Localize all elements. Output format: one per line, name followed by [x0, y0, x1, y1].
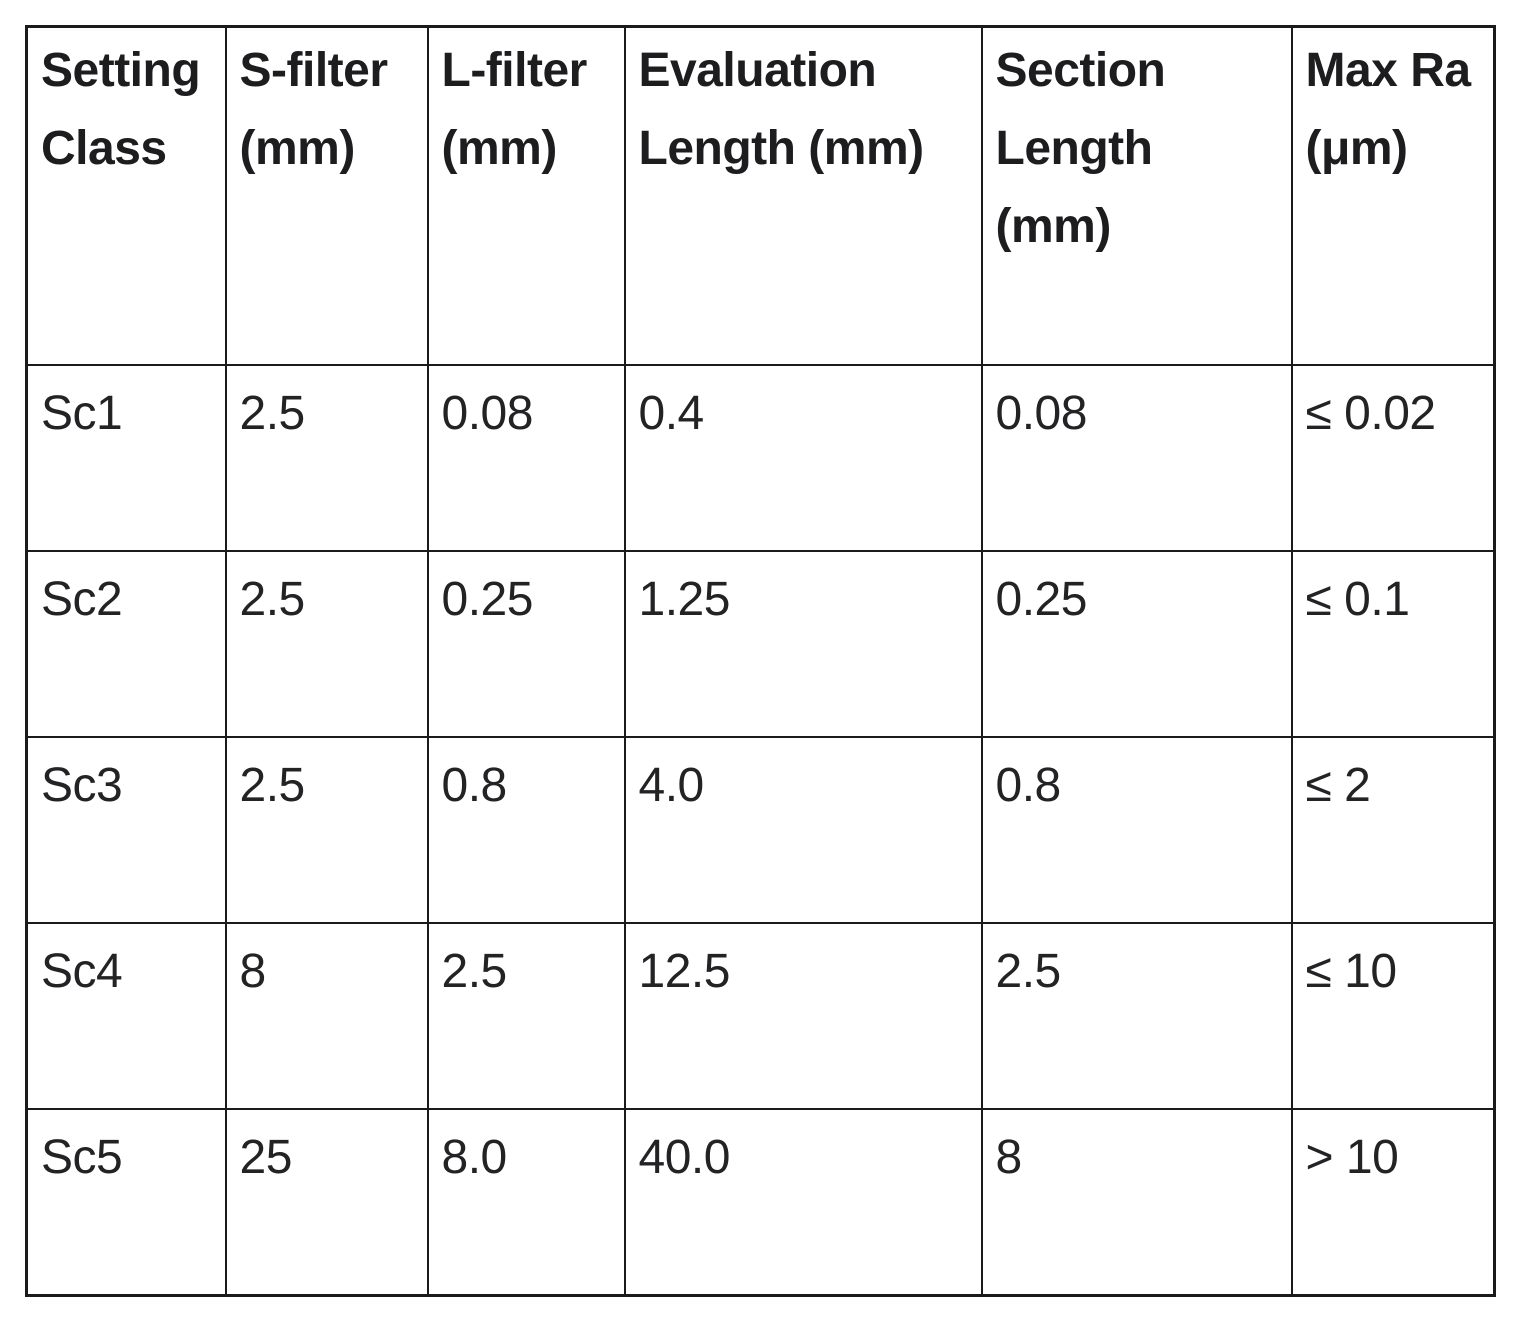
header-section-length-label: Section Length (mm): [995, 44, 1166, 253]
table-cell: 0.25: [980, 550, 1293, 738]
table-cell: 0.8: [980, 736, 1293, 924]
row-label: Sc4: [25, 922, 227, 1110]
header-s-filter: S-filter (mm): [224, 25, 429, 366]
header-row: Setting Class S-filter (mm) L-filter (mm…: [25, 25, 1496, 366]
table-row-sc4: Sc4 8 2.5 12.5 2.5 ≤ 10: [25, 922, 1496, 1110]
table-cell: 0.4: [623, 364, 983, 552]
table-cell: 2.5: [980, 922, 1293, 1110]
table-cell: 8: [980, 1108, 1293, 1297]
header-max-ra: Max Ra (μm): [1290, 25, 1496, 366]
row-label: Sc3: [25, 736, 227, 924]
table-cell: 0.8: [426, 736, 626, 924]
setting-class-table-container: Setting Class S-filter (mm) L-filter (mm…: [25, 25, 1496, 1297]
header-l-filter: L-filter (mm): [426, 25, 626, 366]
table-cell: 2.5: [224, 550, 429, 738]
table-cell: ≤ 0.02: [1290, 364, 1496, 552]
table-row-sc1: Sc1 2.5 0.08 0.4 0.08 ≤ 0.02: [25, 364, 1496, 552]
row-label: Sc1: [25, 364, 227, 552]
table-cell: 40.0: [623, 1108, 983, 1297]
table-cell: ≤ 10: [1290, 922, 1496, 1110]
table-cell: 0.25: [426, 550, 626, 738]
table-cell: 1.25: [623, 550, 983, 738]
table-cell: 8: [224, 922, 429, 1110]
table-row-sc2: Sc2 2.5 0.25 1.25 0.25 ≤ 0.1: [25, 550, 1496, 738]
table-cell: > 10: [1290, 1108, 1496, 1297]
table-cell: 2.5: [426, 922, 626, 1110]
header-section-length: Section Length (mm): [980, 25, 1293, 366]
table-cell: 8.0: [426, 1108, 626, 1297]
table-cell: 12.5: [623, 922, 983, 1110]
table-cell: 2.5: [224, 736, 429, 924]
table-cell: 4.0: [623, 736, 983, 924]
row-label: Sc2: [25, 550, 227, 738]
table-cell: ≤ 0.1: [1290, 550, 1496, 738]
table-cell: 0.08: [980, 364, 1293, 552]
header-evaluation-length: Evaluation Length (mm): [623, 25, 983, 366]
row-label: Sc5: [25, 1108, 227, 1297]
table-row-sc5: Sc5 25 8.0 40.0 8 > 10: [25, 1108, 1496, 1297]
header-setting-class: Setting Class: [25, 25, 227, 366]
table-cell: 2.5: [224, 364, 429, 552]
setting-class-spec-table: Setting Class S-filter (mm) L-filter (mm…: [25, 25, 1496, 1297]
table-row-sc3: Sc3 2.5 0.8 4.0 0.8 ≤ 2: [25, 736, 1496, 924]
table-cell: ≤ 2: [1290, 736, 1496, 924]
table-cell: 25: [224, 1108, 429, 1297]
table-cell: 0.08: [426, 364, 626, 552]
